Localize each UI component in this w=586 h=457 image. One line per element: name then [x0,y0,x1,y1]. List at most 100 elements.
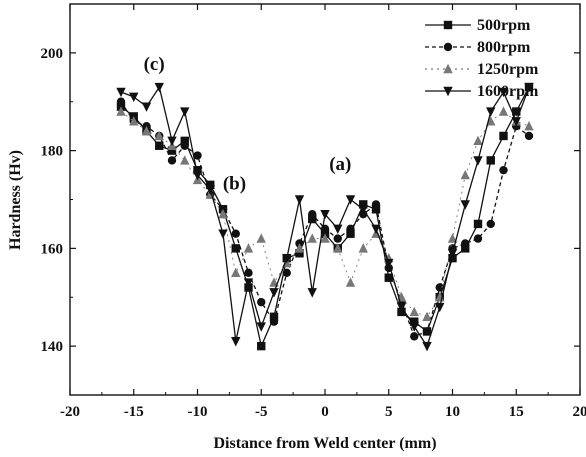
legend-marker-800rpm [443,42,453,52]
data-point-1250rpm [154,130,164,141]
data-point-800rpm [257,297,266,307]
data-point-800rpm [371,200,381,209]
x-tick-label: -15 [124,404,144,420]
data-point-800rpm [269,317,279,326]
legend-marker-1600rpm [443,86,453,97]
data-point-800rpm [180,141,189,150]
axes: -20 -15 -10 -5 0 5 10 15 20 140 160 180 200 [41,3,586,420]
annotation-label: (b) [223,174,246,195]
annotation-label: (a) [329,154,351,175]
data-point-1600rpm [333,224,343,235]
x-tick-label: 15 [509,404,524,420]
data-point-1250rpm [524,120,534,131]
data-point-1600rpm [129,92,139,103]
x-tick-label: 20 [573,404,586,420]
data-point-1600rpm [498,87,509,98]
data-point-1600rpm [422,341,432,352]
series-1600rpm [116,82,534,352]
data-point-1600rpm [116,87,126,98]
data-point-800rpm [435,283,444,292]
data-point-800rpm [486,219,495,229]
data-point-500rpm [180,136,189,146]
data-point-800rpm [167,156,177,165]
data-point-500rpm [295,249,304,258]
x-tick-label: -5 [255,404,268,420]
y-tick-label: 160 [41,241,64,257]
data-point-1250rpm [473,135,483,146]
data-point-1250rpm [358,243,368,253]
data-point-1250rpm [218,208,228,219]
annotation-label: (c) [144,54,165,75]
data-point-1250rpm [180,155,190,165]
data-point-1250rpm [345,277,356,287]
legend-label-1600rpm: 1600rpm [477,83,539,100]
x-tick-label: 10 [445,404,460,420]
data-point-1250rpm [447,233,458,243]
data-point-1600rpm [447,249,458,259]
data-point-1600rpm [396,302,407,313]
x-tick-label: -10 [188,404,208,420]
data-point-1600rpm [282,253,292,264]
data-point-800rpm [422,327,432,336]
data-point-1600rpm [231,337,241,347]
data-point-1600rpm [243,278,254,288]
data-point-800rpm [244,268,253,278]
annotations: (a) (b) (c) [144,54,352,195]
data-point-800rpm [346,224,355,234]
data-point-1600rpm [460,200,470,210]
series-layer [116,82,534,352]
data-point-1600rpm [269,288,279,298]
data-point-500rpm [410,317,419,326]
data-point-500rpm [346,229,355,238]
y-axis-title: Hardness (Hv) [7,150,24,250]
data-point-1600rpm [511,117,521,127]
data-point-1250rpm [320,233,330,243]
data-point-500rpm [486,156,495,165]
data-point-500rpm [473,219,483,229]
data-point-500rpm [206,180,215,190]
x-tick-label: 0 [321,404,329,420]
y-tick-label: 180 [41,144,64,160]
data-point-500rpm [257,341,266,351]
data-point-1600rpm [409,322,419,332]
data-point-500rpm [231,244,240,253]
data-point-1600rpm [371,224,381,235]
y-tick-label: 200 [41,46,64,62]
x-axis-title: Distance from Weld center (mm) [213,435,436,452]
legend-label-1250rpm: 1250rpm [477,61,539,78]
y-tick-label: 140 [41,339,64,355]
data-point-800rpm [410,332,419,341]
data-point-800rpm [524,131,534,141]
data-point-500rpm [308,214,317,224]
data-point-1250rpm [243,243,254,253]
data-point-800rpm [308,209,317,219]
data-point-1600rpm [384,258,394,269]
data-point-800rpm [461,239,470,248]
data-point-1600rpm [256,322,266,332]
legend-marker-1250rpm [443,63,453,74]
data-point-1600rpm [358,205,368,215]
data-point-1250rpm [409,306,419,317]
data-point-1250rpm [422,311,432,321]
data-point-500rpm [499,131,508,141]
data-point-1600rpm [524,82,534,93]
legend: 500rpm 800rpm 1250rpm 1600rpm [425,17,539,100]
data-point-500rpm [384,273,393,282]
data-point-800rpm [231,229,240,238]
data-point-500rpm [512,107,521,116]
data-point-500rpm [359,200,368,209]
data-point-1600rpm [180,107,190,117]
data-point-1250rpm [460,169,470,180]
data-point-1600rpm [473,156,483,166]
data-point-1250rpm [129,116,139,126]
data-point-1600rpm [192,170,203,181]
data-point-500rpm [155,141,164,150]
x-tick-label: 5 [385,404,393,420]
data-point-1600rpm [154,82,164,93]
data-point-800rpm [116,97,126,106]
data-point-800rpm [473,234,483,243]
data-point-1250rpm [307,233,317,243]
data-point-1600rpm [141,102,152,112]
data-point-1250rpm [231,267,241,278]
data-point-800rpm [499,165,508,175]
